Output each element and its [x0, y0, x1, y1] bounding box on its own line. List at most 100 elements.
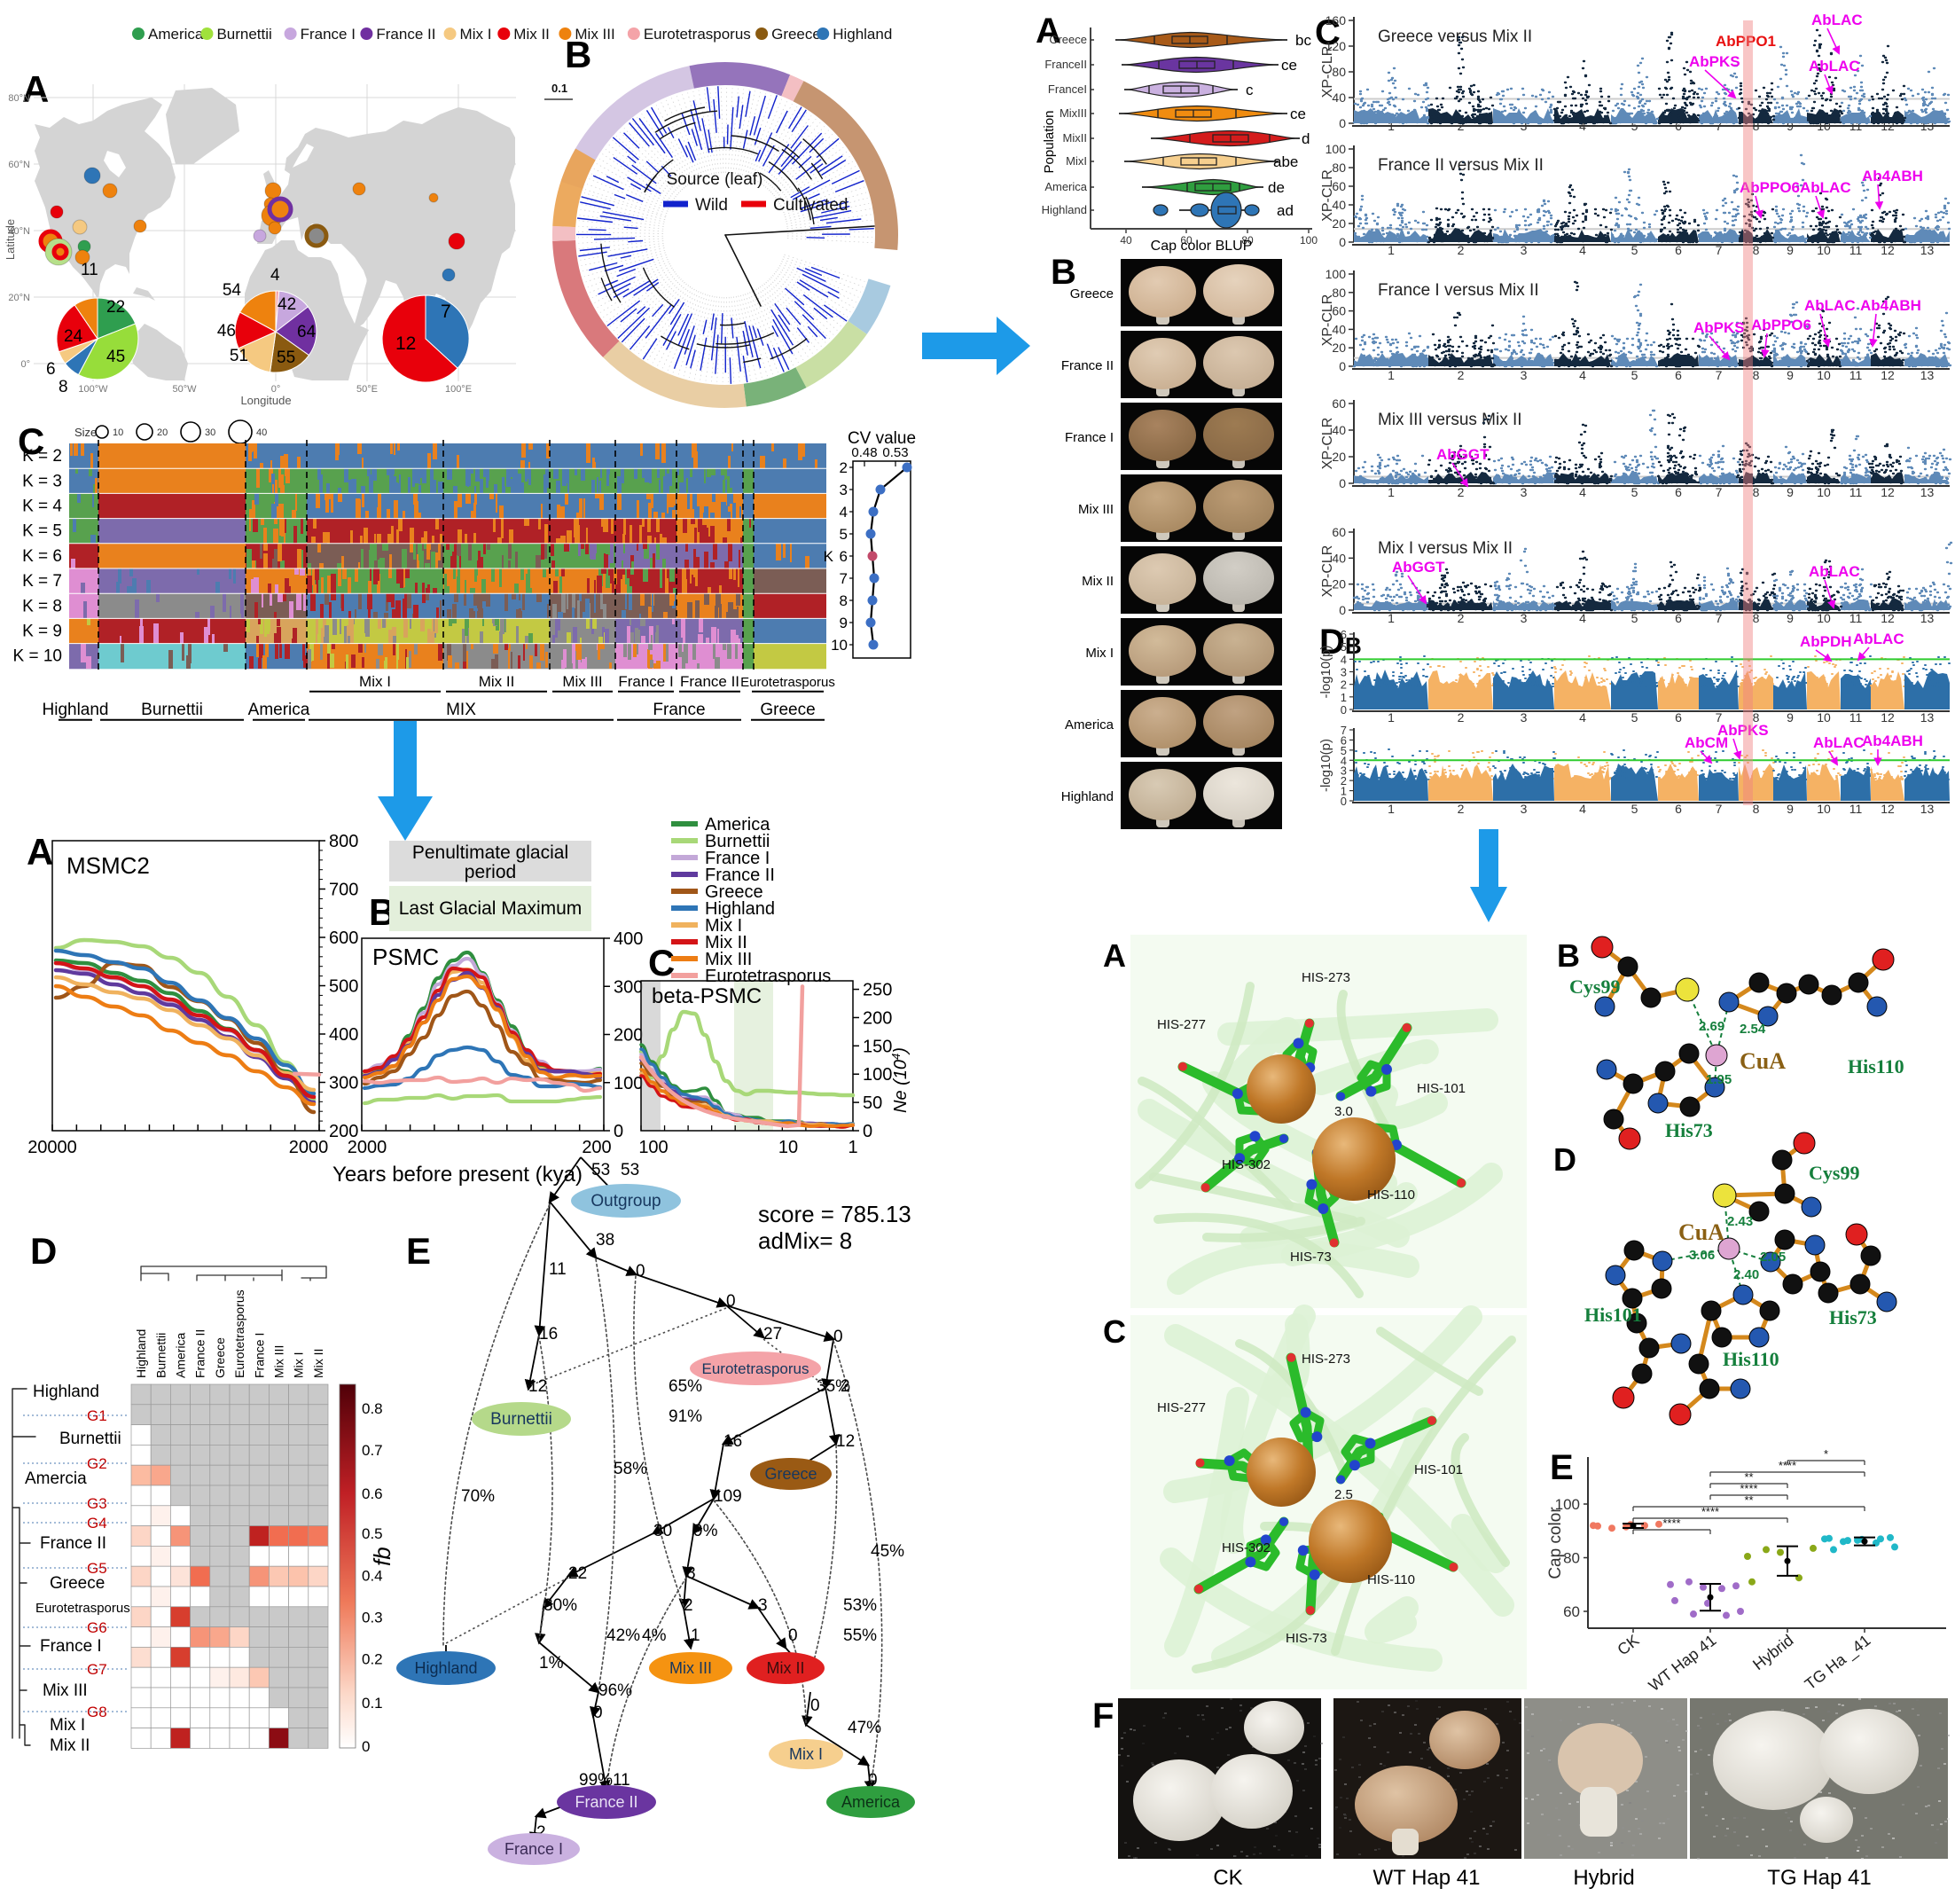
svg-text:France I: France I: [301, 26, 356, 43]
svg-text:Wild: Wild: [695, 196, 728, 215]
svg-text:8: 8: [1753, 802, 1760, 816]
svg-text:Greece: Greece: [760, 701, 815, 719]
svg-text:XP-CLR: XP-CLR: [1320, 418, 1335, 470]
svg-text:G2: G2: [87, 1455, 107, 1472]
svg-text:6: 6: [1675, 243, 1682, 257]
svg-text:100: 100: [863, 1065, 892, 1085]
svg-text:Outgroup: Outgroup: [590, 1192, 661, 1211]
svg-text:AbLAC: AbLAC: [1800, 179, 1851, 196]
svg-text:France II: France II: [40, 1534, 106, 1553]
svg-text:9: 9: [1787, 611, 1794, 625]
svg-text:A: A: [22, 68, 49, 110]
svg-text:France I: France I: [1065, 430, 1114, 445]
svg-text:9: 9: [1787, 368, 1794, 382]
svg-text:Latitude: Latitude: [4, 219, 17, 260]
svg-text:4: 4: [1579, 243, 1586, 257]
svg-text:2: 2: [536, 1823, 546, 1842]
svg-text:3: 3: [1521, 611, 1528, 625]
svg-text:10: 10: [1817, 368, 1831, 382]
svg-text:HIS-302: HIS-302: [1222, 1540, 1271, 1555]
svg-text:Greece versus Mix II: Greece versus Mix II: [1378, 27, 1532, 46]
svg-text:Highland: Highland: [1061, 789, 1114, 804]
svg-text:HIS-73: HIS-73: [1290, 1250, 1332, 1265]
svg-text:42%: 42%: [606, 1626, 640, 1645]
svg-text:6: 6: [1675, 485, 1682, 499]
svg-text:8: 8: [686, 1564, 696, 1583]
svg-text:5: 5: [1631, 368, 1638, 382]
svg-text:HIS-110: HIS-110: [1367, 1572, 1415, 1587]
svg-text:0°: 0°: [271, 384, 281, 395]
svg-text:12: 12: [1881, 368, 1895, 382]
svg-text:France I: France I: [618, 673, 673, 690]
svg-text:Mix I: Mix I: [705, 916, 742, 936]
svg-text:HIS-273: HIS-273: [1302, 970, 1350, 985]
svg-text:Last Glacial Maximum: Last Glacial Maximum: [399, 898, 583, 919]
svg-text:20: 20: [157, 427, 168, 438]
svg-text:5: 5: [1631, 802, 1638, 816]
svg-text:10: 10: [1817, 802, 1831, 816]
svg-text:AbPPO1: AbPPO1: [1716, 33, 1776, 50]
svg-text:2.5: 2.5: [1334, 1487, 1353, 1502]
svg-text:50: 50: [863, 1093, 882, 1113]
svg-text:9%: 9%: [693, 1522, 718, 1540]
svg-text:51: 51: [230, 347, 248, 365]
svg-text:1: 1: [1388, 710, 1395, 725]
svg-text:0.53: 0.53: [882, 445, 908, 460]
svg-text:C: C: [1103, 1313, 1126, 1350]
svg-text:D: D: [1553, 1141, 1576, 1178]
svg-text:Longitude: Longitude: [240, 394, 291, 407]
svg-text:Burnettii: Burnettii: [153, 1333, 168, 1378]
svg-text:2: 2: [1458, 802, 1465, 816]
svg-text:AbPDH: AbPDH: [1800, 633, 1852, 650]
svg-text:2.40: 2.40: [1733, 1267, 1759, 1282]
svg-text:Cys99: Cys99: [1569, 976, 1620, 998]
svg-text:100: 100: [638, 1138, 668, 1157]
svg-text:1: 1: [1341, 691, 1347, 704]
svg-text:K = 10: K = 10: [13, 647, 62, 666]
svg-text:AbLAC: AbLAC: [1809, 58, 1860, 74]
svg-text:Eurotetrasporus: Eurotetrasporus: [702, 1360, 809, 1377]
svg-text:Population: Population: [1042, 111, 1057, 174]
svg-text:7: 7: [1341, 724, 1347, 737]
svg-text:HIS-273: HIS-273: [1302, 1352, 1350, 1367]
svg-text:60: 60: [1332, 304, 1346, 318]
svg-text:7: 7: [1716, 710, 1723, 725]
svg-text:8: 8: [1753, 485, 1760, 499]
svg-text:AbPKS: AbPKS: [1689, 53, 1740, 70]
svg-text:FranceI: FranceI: [1048, 82, 1087, 96]
svg-text:7: 7: [1716, 368, 1723, 382]
svg-text:1: 1: [1388, 119, 1395, 133]
svg-text:11: 11: [613, 1771, 630, 1790]
svg-text:9: 9: [1787, 119, 1794, 133]
svg-text:4%: 4%: [642, 1626, 667, 1645]
svg-text:2: 2: [684, 1596, 693, 1615]
svg-text:B: B: [1051, 253, 1076, 292]
svg-text:11: 11: [1849, 802, 1863, 816]
svg-text:1.95: 1.95: [1706, 1072, 1732, 1087]
svg-text:20: 20: [1332, 341, 1346, 355]
svg-text:Source (leaf): Source (leaf): [667, 170, 763, 189]
svg-text:0: 0: [636, 1262, 645, 1281]
svg-text:11: 11: [1849, 368, 1863, 382]
svg-text:Mix III: Mix III: [575, 26, 614, 43]
svg-text:France II: France II: [193, 1329, 207, 1378]
svg-text:K = 9: K = 9: [22, 623, 62, 641]
svg-text:7: 7: [441, 302, 451, 322]
svg-text:AbLAC: AbLAC: [1804, 297, 1856, 314]
svg-text:Mix III versus Mix II: Mix III versus Mix II: [1378, 411, 1522, 429]
svg-text:5: 5: [1631, 710, 1638, 725]
svg-text:F: F: [1092, 1696, 1114, 1736]
svg-text:AbPPO6: AbPPO6: [1751, 317, 1811, 333]
svg-text:0.8: 0.8: [362, 1400, 383, 1417]
svg-text:7: 7: [1716, 611, 1723, 625]
svg-text:Highland: Highland: [705, 899, 775, 919]
svg-text:7: 7: [1716, 243, 1723, 257]
svg-text:K = 2: K = 2: [22, 447, 62, 466]
svg-text:11: 11: [1849, 485, 1863, 499]
svg-text:600: 600: [329, 928, 358, 948]
svg-text:Highland: Highland: [134, 1329, 148, 1378]
svg-text:10: 10: [778, 1138, 798, 1157]
svg-text:2: 2: [841, 1377, 850, 1396]
svg-text:2000: 2000: [289, 1138, 329, 1157]
svg-text:8: 8: [59, 378, 68, 396]
